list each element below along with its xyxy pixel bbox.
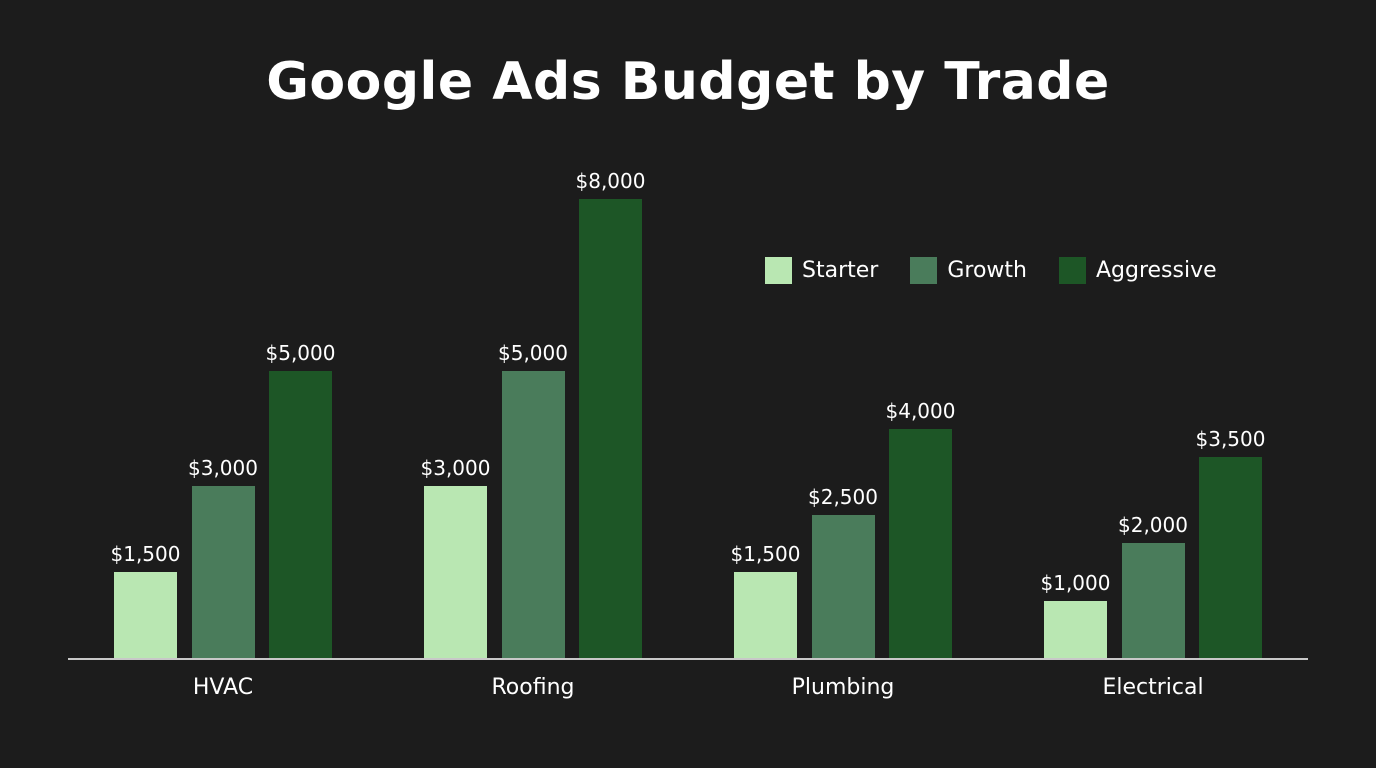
value-label: $8,000 [575,169,646,193]
bar-electrical-aggressive [1199,457,1262,658]
bar-hvac-growth [191,485,255,658]
category-label-roofing: Roofing [491,675,575,700]
value-label: $3,000 [420,455,491,480]
legend-item-aggressive: Aggressive [1058,257,1217,284]
value-label: $1,500 [110,541,181,566]
legend-swatch [1058,257,1086,284]
legend-swatch [765,257,792,284]
value-label: $5,000 [498,341,568,366]
value-label: $4,000 [885,398,956,423]
value-label: $3,500 [1195,427,1266,452]
bar-hvac-aggressive [269,371,332,658]
legend-label: Starter [802,258,879,283]
bar-plumbing-starter [734,571,797,658]
x-axis-line [68,658,1308,660]
bar-roofing-growth [501,371,565,658]
value-label: $1,000 [1040,570,1111,595]
category-label-electrical: Electrical [1102,675,1204,700]
legend-item-growth: Growth [910,257,1027,284]
value-label: $1,500 [730,541,801,566]
value-label: $2,000 [1118,513,1188,538]
value-label: $5,000 [265,341,336,366]
category-label-plumbing: Plumbing [791,675,895,700]
legend: Starter Growth Aggressive [765,257,1249,284]
bar-electrical-growth [1121,543,1185,658]
legend-label: Aggressive [1095,258,1217,283]
legend-swatch [910,257,938,284]
value-label: $2,500 [808,484,878,509]
bar-roofing-starter [424,485,487,658]
bar-plumbing-aggressive [889,428,952,658]
value-label: $3,000 [188,455,258,480]
bar-electrical-starter [1044,600,1107,658]
bar-plumbing-growth [811,514,875,658]
bar-roofing-aggressive [579,199,642,658]
category-label-hvac: HVAC [192,675,254,700]
chart-title: Google Ads Budget by Trade [266,52,1110,112]
legend-item-starter: Starter [765,257,878,284]
bar-hvac-starter [114,571,177,658]
legend-label: Growth [947,258,1027,283]
